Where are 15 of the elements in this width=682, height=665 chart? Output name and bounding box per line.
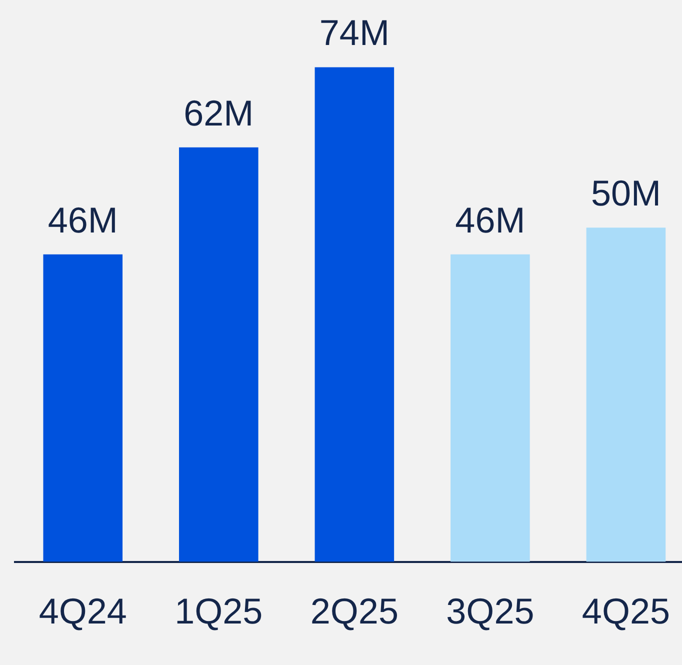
- bar: [43, 254, 123, 562]
- bar: [314, 67, 394, 562]
- bar: [179, 147, 258, 562]
- data-label: 50M: [590, 172, 661, 214]
- x-tick-label: 1Q25: [174, 590, 263, 632]
- x-tick-label: 4Q25: [582, 590, 670, 632]
- bar: [450, 254, 530, 562]
- data-label: 46M: [48, 199, 118, 240]
- x-tick-label: 3Q25: [446, 590, 534, 632]
- data-label: 46M: [455, 199, 526, 240]
- x-tick-label: 2Q25: [310, 590, 398, 632]
- data-label: 74M: [319, 12, 390, 54]
- data-label: 62M: [184, 92, 254, 134]
- x-tick-label: 4Q24: [38, 590, 127, 632]
- bar: [586, 228, 666, 562]
